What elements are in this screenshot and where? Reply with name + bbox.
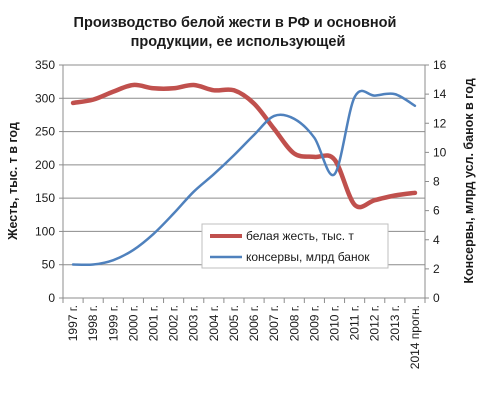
y-axis-right: 0 2 4 6 8 10 12 14 16: [425, 58, 447, 305]
legend-label-canned-goods: консервы, млрд банок: [246, 250, 370, 264]
x-tick-label: 2013 г.: [388, 305, 402, 341]
y-tick-label-left: 100: [35, 224, 55, 238]
y-tick-label-left: 300: [35, 91, 55, 105]
x-tick-label: 1997 г.: [66, 305, 80, 341]
x-tick-label: 2005 г.: [227, 305, 241, 341]
x-axis: 1997 г. 1998 г. 1999 г. 2000 г. 2001 г. 2002 …: [62, 298, 426, 369]
x-tick-label: 2012 г.: [368, 305, 382, 341]
x-tick-label: 2014 прогн.: [408, 305, 422, 369]
series-line-canned-goods: [71, 89, 417, 267]
x-tick-label: 2009 г.: [307, 305, 321, 341]
y-tick-label-right: 6: [433, 204, 440, 218]
x-tick-label: 2001 г.: [147, 305, 161, 341]
series-lines: [70, 82, 418, 267]
chart-title-line-1: Производство белой жести в РФ и основной: [74, 15, 397, 31]
y-tick-label-right: 2: [433, 262, 440, 276]
x-tick-label: 2002 г.: [167, 305, 181, 341]
y-axis-left-label: Жесть, тыс. т в год: [6, 122, 20, 241]
x-tick-label: 2011 г.: [348, 305, 362, 340]
y-tick-label-right: 4: [433, 233, 440, 247]
chart-title-line-2: продукции, ее использующей: [131, 34, 346, 50]
x-tick-label: 1999 г.: [106, 305, 120, 341]
y-tick-label-right: 14: [433, 87, 447, 101]
x-tick-label: 2004 г.: [207, 305, 221, 341]
y-tick-label-left: 250: [35, 125, 55, 139]
y-tick-label-left: 150: [35, 191, 55, 205]
x-tick-label: 2003 г.: [187, 305, 201, 341]
y-tick-label-left: 0: [48, 291, 55, 305]
legend-box: [201, 223, 389, 269]
x-tick-label: 2007 г.: [267, 305, 281, 341]
x-tick-label: 2000 г.: [126, 305, 140, 341]
x-tick-label: 2006 г.: [247, 305, 261, 341]
y-tick-label-right: 0: [433, 291, 440, 305]
y-tick-label-left: 200: [35, 158, 55, 172]
y-tick-label-left: 350: [35, 58, 55, 72]
x-tick-label: 2008 г.: [287, 305, 301, 341]
y-axis-right-label: Консервы, млрд усл. банок в год: [462, 78, 476, 283]
y-tick-label-right: 8: [433, 175, 440, 189]
y-tick-label-right: 10: [433, 145, 447, 159]
y-axis-left: 0 50 100 150 200 250 300 350: [35, 58, 63, 305]
series-line-white-tin: [70, 82, 418, 210]
y-tick-label-right: 16: [433, 58, 447, 72]
y-tick-label-left: 50: [42, 258, 56, 272]
y-tick-label-right: 12: [433, 116, 447, 130]
legend: белая жесть, тыс. т консервы, млрд банок: [201, 223, 389, 269]
x-tick-label: 2010 г.: [328, 305, 342, 341]
legend-label-white-tin: белая жесть, тыс. т: [246, 229, 354, 243]
x-tick-label: 1998 г.: [86, 305, 100, 341]
